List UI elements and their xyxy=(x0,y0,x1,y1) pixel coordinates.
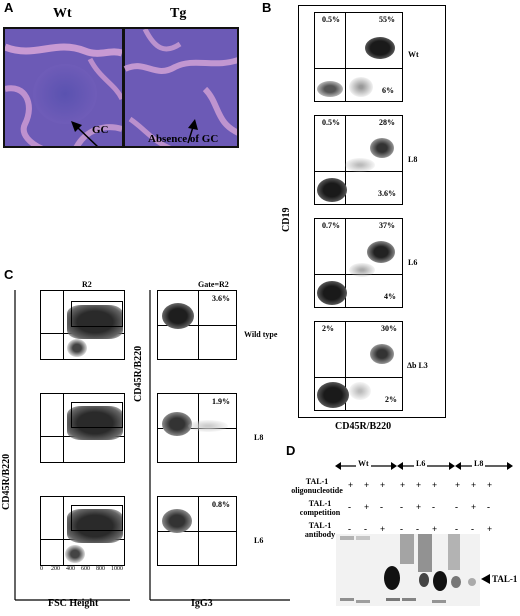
panel-b-frame xyxy=(298,5,446,418)
lane-sign: + xyxy=(471,480,477,490)
panel-c-label: C xyxy=(4,267,14,282)
igg3-plot-l8 xyxy=(157,393,237,463)
lane-sign: + xyxy=(400,480,406,490)
lane-sign: - xyxy=(487,502,490,512)
b-l8-name: L8 xyxy=(408,155,418,164)
b-l8-lr-pct: 3.6% xyxy=(378,189,396,198)
lane-sign: + xyxy=(348,480,354,490)
tal1-arrow-icon xyxy=(481,574,490,584)
lane-sign: + xyxy=(432,524,438,534)
flow-plot-b-l8 xyxy=(314,115,403,205)
fsc-tick-400: 400 xyxy=(66,566,75,572)
panel-c-ylabel: CD45R/B220 xyxy=(1,453,12,510)
lane-sign: + xyxy=(471,502,477,512)
lane-sign: - xyxy=(455,502,458,512)
panel-a-wt-title: Wt xyxy=(53,6,72,21)
panel-c-xlabel-right: IgG3 xyxy=(191,598,213,609)
group-l6: L6 xyxy=(414,459,428,468)
panel-a-label: A xyxy=(4,0,14,15)
panel-a-tg-title: Tg xyxy=(170,6,187,21)
lane-sign: + xyxy=(432,480,438,490)
b-l6-lr-pct: 4% xyxy=(384,292,396,301)
b-wt-lr-pct: 6% xyxy=(382,86,394,95)
b-l6-ul-pct: 0.7% xyxy=(322,221,340,230)
lane-sign: + xyxy=(487,480,493,490)
row-label-antibody: TAL-1 antibody xyxy=(304,521,336,539)
group-l8: L8 xyxy=(472,459,486,468)
emsa-gel xyxy=(336,534,480,606)
b-l8-ur-pct: 28% xyxy=(379,118,395,127)
lane-sign: - xyxy=(380,502,383,512)
lane-sign: - xyxy=(364,524,367,534)
igg3-plot-wild-type xyxy=(157,290,237,360)
lane-sign: + xyxy=(364,502,370,512)
lane-sign: + xyxy=(416,480,422,490)
panel-b-label: B xyxy=(262,0,272,15)
b-wt-name: Wt xyxy=(408,50,419,59)
b-dbl3-ul-pct: 2% xyxy=(322,324,334,333)
panel-c-left-title: R2 xyxy=(82,280,92,289)
igg3-wt-pct: 3.6% xyxy=(212,294,230,303)
lane-sign: - xyxy=(348,524,351,534)
fsc-plot-l6 xyxy=(40,496,125,566)
lane-sign: + xyxy=(455,480,461,490)
igg3-plot-l6 xyxy=(157,496,237,566)
lane-sign: - xyxy=(471,524,474,534)
igg3-wt-name: Wild type xyxy=(244,330,278,339)
panel-c-xlabel-left: FSC Height xyxy=(48,598,99,609)
fsc-tick-800: 800 xyxy=(96,566,105,572)
b-l6-name: L6 xyxy=(408,258,418,267)
igg3-l8-name: L8 xyxy=(254,433,264,442)
igg3-l6-pct: 0.8% xyxy=(212,500,230,509)
lane-sign: - xyxy=(432,502,435,512)
lane-sign: - xyxy=(416,524,419,534)
row-label-competition: TAL-1 competition xyxy=(299,499,341,517)
lane-sign: + xyxy=(380,524,386,534)
flow-plot-b-wt xyxy=(314,12,403,102)
lane-sign: - xyxy=(400,502,403,512)
b-l8-ul-pct: 0.5% xyxy=(322,118,340,127)
fsc-tick-200: 200 xyxy=(51,566,60,572)
histology-svg xyxy=(5,29,237,146)
panel-d-label: D xyxy=(286,443,296,458)
row-label-oligonucleotide: TAL-1 oligonucleotide xyxy=(291,477,343,495)
lane-sign: - xyxy=(348,502,351,512)
panel-c-ylabel-right: CD45R/B220 xyxy=(133,345,144,402)
flow-plot-b-db-l3 xyxy=(314,321,403,411)
gc-label: GC xyxy=(92,124,109,136)
histology-images xyxy=(3,27,239,148)
lane-sign: - xyxy=(400,524,403,534)
panel-c-axes xyxy=(14,290,290,601)
fsc-plot-wild-type xyxy=(40,290,125,360)
lane-sign: + xyxy=(364,480,370,490)
panel-b-xlabel: CD45R/B220 xyxy=(335,421,392,432)
fsc-tick-1000: 1000 xyxy=(111,566,123,572)
b-dbl3-name: Δb L3 xyxy=(407,361,428,370)
b-dbl3-ur-pct: 30% xyxy=(381,324,397,333)
tal1-band-label: TAL-1 xyxy=(492,574,518,584)
fsc-plot-l8 xyxy=(40,393,125,463)
panel-b-ylabel: CD19 xyxy=(281,207,292,232)
panel-c-right-title: Gate=R2 xyxy=(198,280,229,289)
igg3-l6-name: L6 xyxy=(254,536,264,545)
b-l6-ur-pct: 37% xyxy=(379,221,395,230)
fsc-tick-600: 600 xyxy=(81,566,90,572)
igg3-l8-pct: 1.9% xyxy=(212,397,230,406)
b-dbl3-lr-pct: 2% xyxy=(385,395,397,404)
absence-of-gc-label: Absence of GC xyxy=(148,133,219,145)
lane-sign: + xyxy=(487,524,493,534)
lane-sign: + xyxy=(416,502,422,512)
flow-plot-b-l6 xyxy=(314,218,403,308)
lane-sign: - xyxy=(455,524,458,534)
gel-svg xyxy=(336,534,480,606)
group-wt: Wt xyxy=(356,459,371,468)
b-wt-ur-pct: 55% xyxy=(379,15,395,24)
b-wt-ul-pct: 0.5% xyxy=(322,15,340,24)
lane-sign: + xyxy=(380,480,386,490)
fsc-tick-0: 0 xyxy=(40,566,43,572)
